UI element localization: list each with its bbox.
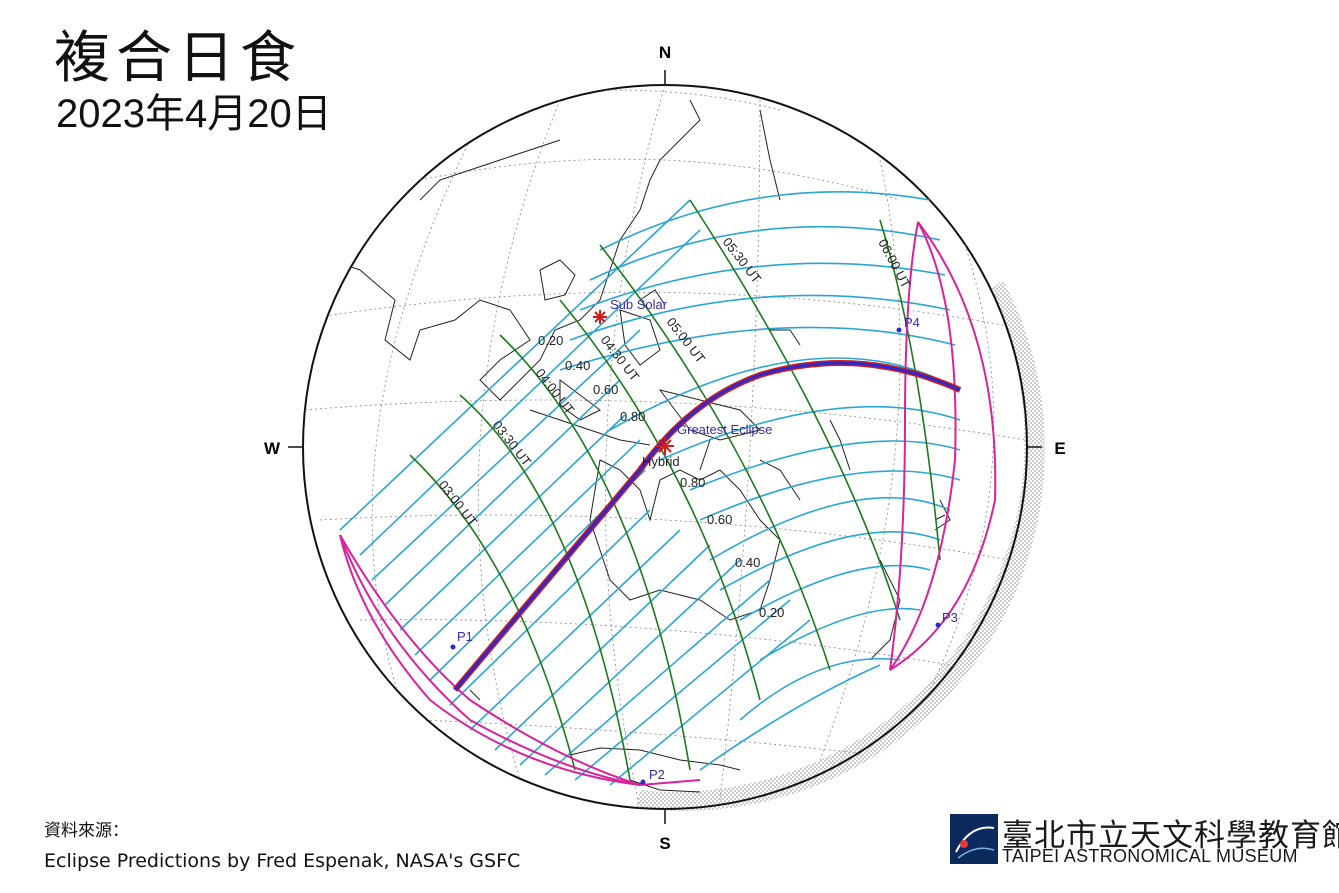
greatest-eclipse-label: Greatest Eclipse [677, 422, 772, 437]
time-lines [409, 199, 941, 781]
sub-solar-label: Sub Solar [610, 297, 668, 312]
magnitude-curves [339, 191, 961, 786]
time-label-0600: 06:00 UT [875, 236, 913, 290]
magnitude-labels: 0.20 0.40 0.60 0.80 0.80 0.60 0.40 0.20 [538, 333, 784, 620]
west-label: W [264, 439, 281, 458]
mag-label-upper-060: 0.60 [593, 382, 618, 397]
source-text: Eclipse Predictions by Fred Espenak, NAS… [44, 850, 521, 872]
mag-label-upper-020: 0.20 [538, 333, 563, 348]
p2-point [640, 779, 646, 785]
p1-point [450, 644, 456, 650]
source-label: 資料來源： [44, 821, 129, 841]
museum-logo-icon [950, 814, 998, 864]
north-label: N [659, 43, 671, 62]
greatest-eclipse-marker [656, 437, 674, 455]
p4-label: P4 [904, 315, 920, 330]
page-title: 複合日食 [54, 26, 302, 89]
museum-name-cn: 臺北市立天文科學教育館 [1002, 818, 1339, 854]
east-label: E [1054, 439, 1065, 458]
coastlines [329, 99, 951, 793]
time-label-0500: 05:00 UT [664, 315, 709, 366]
mag-label-lower-020: 0.20 [759, 605, 784, 620]
mag-label-lower-060: 0.60 [707, 512, 732, 527]
p3-label: P3 [942, 610, 958, 625]
museum-logo-block: 臺北市立天文科學教育館 TAIPEI ASTRONOMICAL MUSEUM [950, 812, 1339, 866]
p1-label: P1 [457, 629, 473, 644]
time-labels: 03:00 UT 03:30 UT 04:00 UT 04:30 UT 05:0… [436, 235, 914, 529]
museum-name-en: TAIPEI ASTRONOMICAL MUSEUM [1002, 846, 1298, 866]
p3-point [935, 622, 941, 628]
compass-ticks [288, 70, 1042, 824]
eclipse-date: 2023年4月20日 [56, 92, 332, 136]
penumbra-limits [339, 221, 997, 786]
mag-label-lower-080: 0.80 [680, 475, 705, 490]
p2-label: P2 [649, 767, 665, 782]
p4-point [896, 327, 902, 333]
mag-label-upper-040: 0.40 [565, 358, 590, 373]
south-label: S [659, 834, 670, 853]
central-path [452, 360, 962, 692]
time-label-0330: 03:30 UT [490, 418, 535, 469]
mag-label-upper-080: 0.80 [620, 409, 645, 424]
hybrid-label: Hybrid [642, 454, 680, 469]
mag-label-lower-040: 0.40 [735, 555, 760, 570]
sub-solar-marker [593, 310, 607, 324]
